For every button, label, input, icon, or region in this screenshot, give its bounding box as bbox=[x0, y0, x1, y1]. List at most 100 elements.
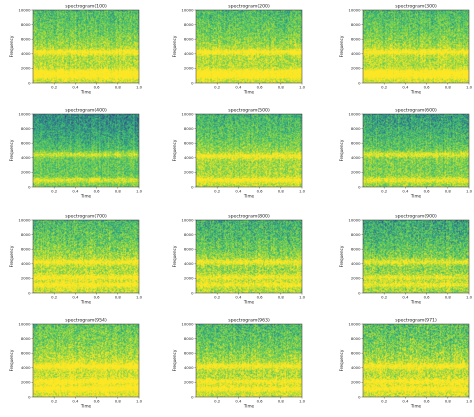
y-tick-label: 8000 bbox=[21, 22, 31, 27]
spectrogram-panel: spectrogram(900) 0 2000 4000 6000 8000 10000 0.… bbox=[339, 214, 473, 305]
y-tick-label: 10000 bbox=[18, 7, 31, 12]
x-tick-label: 0.6 bbox=[424, 295, 431, 300]
x-tick-label: 1.0 bbox=[299, 295, 306, 300]
y-tick-label: 10000 bbox=[348, 7, 361, 12]
y-tick-label: 10000 bbox=[348, 321, 361, 326]
y-tick-label: 8000 bbox=[351, 126, 361, 131]
spectrogram-heatmap bbox=[33, 324, 139, 397]
y-tick-label: 6000 bbox=[21, 37, 31, 42]
y-tick-label: 6000 bbox=[184, 351, 194, 356]
y-axis-label: Frequency bbox=[339, 349, 344, 371]
x-axis-label: Time bbox=[410, 300, 422, 305]
x-tick-label: 0.4 bbox=[402, 189, 409, 194]
x-tick-label: 0.6 bbox=[257, 189, 264, 194]
plot-title: spectrogram(700) bbox=[65, 214, 107, 220]
x-axis-label: Time bbox=[80, 90, 92, 95]
y-tick-label: 4000 bbox=[351, 155, 361, 160]
axes-frame bbox=[32, 219, 140, 294]
x-tick-label: 0.6 bbox=[424, 399, 431, 404]
x-tick-label: 1.0 bbox=[299, 399, 306, 404]
axes-frame bbox=[362, 9, 470, 84]
y-axis-label: Frequency bbox=[339, 139, 344, 161]
y-axis-label: Frequency bbox=[9, 349, 14, 371]
y-tick-label: 6000 bbox=[21, 247, 31, 252]
y-axis-label: Frequency bbox=[172, 245, 177, 267]
axes-frame bbox=[195, 323, 303, 398]
y-tick-label: 4000 bbox=[21, 365, 31, 370]
spectrogram-heatmap bbox=[363, 220, 469, 293]
x-tick-label: 0.2 bbox=[381, 295, 388, 300]
y-tick-label: 6000 bbox=[184, 141, 194, 146]
x-axis-label: Time bbox=[410, 194, 422, 199]
spectrogram-panel: spectrogram(400) 0 2000 4000 6000 8000 10000 0.… bbox=[9, 108, 143, 199]
plot-title: spectrogram(900) bbox=[395, 214, 437, 220]
x-axis-label: Time bbox=[410, 404, 422, 409]
x-axis-label: Time bbox=[243, 194, 255, 199]
plot-title: spectrogram(963) bbox=[228, 318, 270, 324]
x-tick-label: 0.2 bbox=[214, 85, 221, 90]
y-axis-label: Frequency bbox=[9, 35, 14, 57]
x-tick-label: 1.0 bbox=[136, 189, 143, 194]
x-tick-label: 0.8 bbox=[445, 295, 452, 300]
x-tick-label: 0.8 bbox=[278, 399, 285, 404]
spectrogram-heatmap bbox=[33, 220, 139, 293]
axes-frame bbox=[32, 9, 140, 84]
x-tick-label: 0.2 bbox=[214, 295, 221, 300]
y-tick-label: 6000 bbox=[351, 37, 361, 42]
x-tick-label: 1.0 bbox=[466, 189, 473, 194]
y-tick-label: 2000 bbox=[351, 380, 361, 385]
y-tick-label: 10000 bbox=[181, 111, 194, 116]
y-tick-label: 0 bbox=[28, 290, 31, 295]
y-tick-label: 10000 bbox=[348, 111, 361, 116]
x-tick-label: 0.2 bbox=[381, 399, 388, 404]
plot-title: spectrogram(800) bbox=[228, 214, 270, 220]
y-axis-label: Frequency bbox=[339, 245, 344, 267]
x-tick-label: 0.2 bbox=[381, 189, 388, 194]
axes-frame bbox=[32, 323, 140, 398]
axes-frame bbox=[195, 113, 303, 188]
y-axis-label: Frequency bbox=[172, 35, 177, 57]
axes-frame bbox=[362, 113, 470, 188]
y-tick-label: 8000 bbox=[351, 22, 361, 27]
y-tick-label: 10000 bbox=[18, 321, 31, 326]
x-axis-label: Time bbox=[243, 404, 255, 409]
x-axis-label: Time bbox=[243, 300, 255, 305]
x-tick-label: 0.6 bbox=[424, 189, 431, 194]
y-tick-label: 2000 bbox=[184, 276, 194, 281]
x-tick-label: 0.4 bbox=[235, 189, 242, 194]
x-tick-label: 0.4 bbox=[72, 189, 79, 194]
y-tick-label: 0 bbox=[28, 394, 31, 399]
x-tick-label: 0.2 bbox=[51, 295, 58, 300]
y-tick-label: 8000 bbox=[21, 232, 31, 237]
y-tick-label: 4000 bbox=[351, 365, 361, 370]
plot-title: spectrogram(100) bbox=[65, 4, 107, 10]
x-tick-label: 1.0 bbox=[466, 295, 473, 300]
axes-frame bbox=[362, 323, 470, 398]
x-tick-label: 0.4 bbox=[402, 85, 409, 90]
x-tick-label: 0.8 bbox=[445, 189, 452, 194]
x-tick-label: 0.4 bbox=[72, 85, 79, 90]
spectrogram-panel: spectrogram(300) 0 2000 4000 6000 8000 10000 0.… bbox=[339, 4, 473, 95]
x-tick-label: 0.8 bbox=[115, 85, 122, 90]
y-tick-label: 2000 bbox=[21, 380, 31, 385]
y-tick-label: 6000 bbox=[351, 351, 361, 356]
x-axis-label: Time bbox=[243, 90, 255, 95]
spectrogram-panel: spectrogram(971) 0 2000 4000 6000 8000 10000 0.… bbox=[339, 318, 473, 409]
y-tick-label: 6000 bbox=[184, 247, 194, 252]
x-tick-label: 0.4 bbox=[402, 295, 409, 300]
x-tick-label: 0.4 bbox=[72, 399, 79, 404]
x-tick-label: 0.6 bbox=[94, 189, 101, 194]
spectrogram-panel: spectrogram(800) 0 2000 4000 6000 8000 10000 0.… bbox=[172, 214, 306, 305]
x-tick-label: 0.8 bbox=[445, 85, 452, 90]
spectrogram-heatmap bbox=[363, 324, 469, 397]
y-tick-label: 0 bbox=[191, 290, 194, 295]
spectrogram-panel: spectrogram(500) 0 2000 4000 6000 8000 10000 0.… bbox=[172, 108, 306, 199]
x-tick-label: 1.0 bbox=[299, 189, 306, 194]
y-tick-label: 0 bbox=[28, 184, 31, 189]
y-tick-label: 4000 bbox=[184, 261, 194, 266]
y-tick-label: 2000 bbox=[351, 66, 361, 71]
plot-title: spectrogram(600) bbox=[395, 108, 437, 114]
y-axis-label: Frequency bbox=[9, 245, 14, 267]
y-tick-label: 2000 bbox=[21, 170, 31, 175]
